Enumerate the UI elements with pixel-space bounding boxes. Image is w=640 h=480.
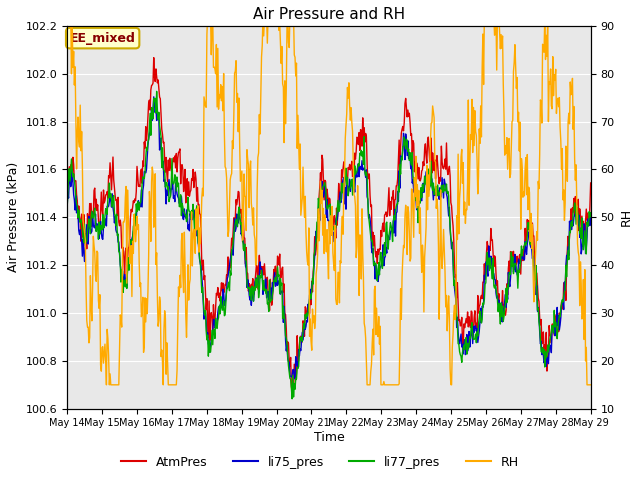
li77_pres [409,173,417,179]
RH [208,23,216,28]
li77_pres [288,396,296,402]
li75_pres [180,206,188,212]
li75_pres [208,337,216,343]
Line: RH: RH [67,16,591,385]
Legend: AtmPres, li75_pres, li77_pres, RH: AtmPres, li75_pres, li77_pres, RH [116,451,524,474]
Y-axis label: Air Pressure (kPa): Air Pressure (kPa) [7,162,20,273]
li75_pres [127,255,134,261]
AtmPres [288,388,296,394]
AtmPres [394,176,401,181]
Line: li75_pres: li75_pres [67,97,591,379]
AtmPres [208,315,216,321]
Line: AtmPres: AtmPres [67,58,591,391]
RH [408,187,416,192]
AtmPres [409,138,417,144]
li75_pres [150,94,157,100]
RH [73,166,81,172]
li77_pres [587,210,595,216]
li77_pres [394,201,401,207]
li77_pres [63,205,71,211]
Y-axis label: RH: RH [620,208,633,227]
li77_pres [180,209,188,215]
AtmPres [73,192,81,197]
li77_pres [208,327,216,333]
RH [102,382,110,388]
li75_pres [587,213,595,218]
li77_pres [127,237,134,242]
li75_pres [63,204,71,210]
RH [127,242,135,248]
li75_pres [291,376,299,382]
li75_pres [394,189,401,194]
RH [180,229,188,235]
li77_pres [153,88,161,94]
AtmPres [63,169,71,175]
Text: EE_mixed: EE_mixed [70,32,136,45]
li77_pres [73,201,81,207]
li75_pres [73,210,81,216]
Line: li77_pres: li77_pres [67,91,591,399]
RH [63,13,71,19]
li75_pres [409,177,417,183]
RH [393,382,401,388]
X-axis label: Time: Time [314,431,344,444]
AtmPres [150,55,157,60]
AtmPres [587,180,595,186]
RH [587,382,595,388]
AtmPres [180,179,188,184]
AtmPres [127,215,134,220]
Title: Air Pressure and RH: Air Pressure and RH [253,7,405,22]
